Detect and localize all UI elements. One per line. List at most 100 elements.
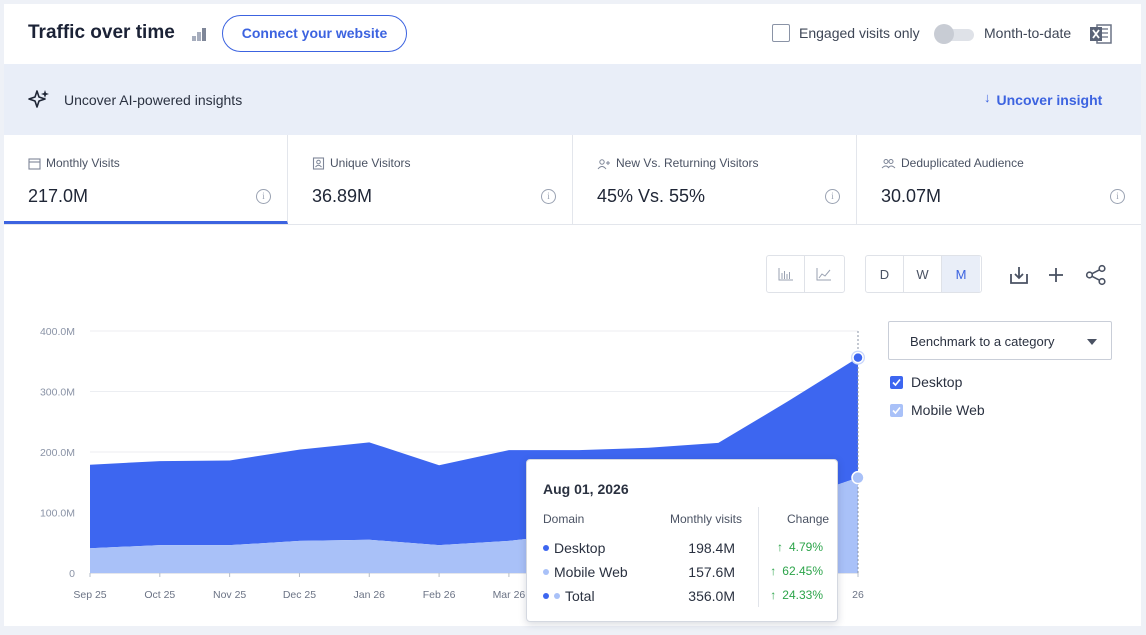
desktop-dot bbox=[543, 593, 549, 599]
kpi-value: 36.89M bbox=[312, 186, 373, 206]
tooltip-row-name: Total bbox=[565, 588, 595, 604]
ai-insight-banner: Uncover AI-powered insights ↓ Uncover ins… bbox=[4, 64, 1141, 135]
tab-monthly-visits[interactable]: Monthly Visits 217.0M i bbox=[4, 135, 288, 224]
kpi-label-wrap: Deduplicated Audience bbox=[881, 156, 1024, 170]
info-icon[interactable]: i bbox=[256, 189, 271, 204]
share-icon[interactable] bbox=[1085, 264, 1107, 286]
x-tick-label: Feb 26 bbox=[423, 589, 456, 601]
x-tick-label: Dec 25 bbox=[283, 589, 316, 601]
tab-deduplicated-audience[interactable]: Deduplicated Audience 30.07M i bbox=[857, 135, 1141, 224]
tab-unique-visitors[interactable]: Unique Visitors 36.89M i bbox=[288, 135, 573, 224]
kpi-label-wrap: Unique Visitors bbox=[312, 156, 410, 170]
audience-icon bbox=[881, 158, 896, 168]
benchmark-label: Benchmark to a category bbox=[910, 334, 1055, 349]
person-card-icon bbox=[312, 156, 325, 170]
legend-item-desktop[interactable]: Desktop bbox=[890, 374, 962, 390]
y-tick-label: 100.0M bbox=[40, 508, 75, 520]
kpi-label: Monthly Visits bbox=[46, 156, 120, 170]
y-tick-label: 0 bbox=[69, 568, 75, 580]
tooltip-row-name: Mobile Web bbox=[554, 564, 628, 580]
month-to-date-label: Month-to-date bbox=[984, 25, 1072, 41]
mobile-web-dot bbox=[554, 593, 560, 599]
engaged-visits-label: Engaged visits only bbox=[799, 25, 920, 41]
legend-label: Mobile Web bbox=[911, 402, 985, 418]
x-tick-label: Oct 25 bbox=[144, 589, 175, 601]
x-tick-label: Sep 25 bbox=[73, 589, 106, 601]
mobile-web-dot bbox=[543, 569, 549, 575]
tooltip-col-change: Change bbox=[787, 512, 830, 526]
engaged-visits-checkbox[interactable] bbox=[772, 24, 790, 42]
add-icon[interactable] bbox=[1045, 264, 1067, 286]
y-tick-label: 300.0M bbox=[40, 387, 75, 399]
kpi-value: 30.07M bbox=[881, 186, 942, 206]
x-tick-label: Jan 26 bbox=[354, 589, 386, 601]
desktop-dot bbox=[543, 545, 549, 551]
arrow-up-icon: ↑ bbox=[776, 540, 783, 554]
engaged-visits-toggle[interactable]: Engaged visits only bbox=[772, 24, 920, 42]
granularity-weekly-button[interactable]: W bbox=[904, 256, 942, 292]
calendar-icon bbox=[28, 157, 41, 170]
tooltip-col-domain: Domain bbox=[543, 512, 585, 526]
tooltip-row-change-value: 24.33% bbox=[782, 588, 823, 602]
checkbox-checked-icon[interactable] bbox=[890, 403, 903, 417]
bar-chart-button[interactable] bbox=[767, 256, 805, 292]
kpi-label-wrap: New Vs. Returning Visitors bbox=[597, 156, 759, 170]
tooltip-row-value: 157.6M bbox=[688, 564, 735, 580]
chart-tooltip: Aug 01, 2026 Domain Monthly visits Chang… bbox=[526, 459, 838, 622]
tooltip-row-name: Desktop bbox=[554, 540, 606, 556]
uncover-insight-label: Uncover insight bbox=[996, 92, 1103, 108]
info-icon[interactable]: i bbox=[541, 189, 556, 204]
excel-export-icon[interactable] bbox=[1089, 22, 1113, 46]
tooltip-row-change-value: 4.79% bbox=[788, 540, 823, 554]
x-tick-label: Nov 25 bbox=[213, 589, 246, 601]
kpi-label: New Vs. Returning Visitors bbox=[616, 156, 759, 170]
kpi-value: 217.0M bbox=[28, 186, 89, 206]
tooltip-row-total: Total 356.0M ↑ 24.33% bbox=[543, 588, 831, 608]
tooltip-row-change-value: 62.45% bbox=[782, 564, 823, 578]
kpi-label: Deduplicated Audience bbox=[901, 156, 1024, 170]
connect-website-button[interactable]: Connect your website bbox=[222, 15, 407, 52]
tooltip-row-mobile-web: Mobile Web 157.6M ↑ 62.45% bbox=[543, 564, 831, 584]
add-user-icon bbox=[597, 158, 610, 169]
benchmark-dropdown[interactable]: Benchmark to a category bbox=[888, 321, 1112, 360]
tooltip-row-name-wrap: Mobile Web bbox=[543, 564, 628, 580]
desktop-point bbox=[852, 351, 864, 364]
month-to-date-switch[interactable] bbox=[934, 24, 974, 44]
info-icon[interactable]: i bbox=[825, 189, 840, 204]
tooltip-row-change: ↑ 62.45% bbox=[770, 564, 823, 578]
tooltip-row-name-wrap: Desktop bbox=[543, 540, 605, 556]
x-tick-label: Mar 26 bbox=[493, 589, 526, 601]
line-chart-button[interactable] bbox=[805, 256, 843, 292]
tab-new-vs-returning[interactable]: New Vs. Returning Visitors 45% Vs. 55% i bbox=[573, 135, 857, 224]
header: Traffic over time Connect your website E… bbox=[4, 4, 1141, 64]
chart-marks bbox=[851, 350, 865, 485]
tooltip-row-change: ↑ 24.33% bbox=[770, 588, 823, 602]
insight-text: Uncover AI-powered insights bbox=[64, 92, 243, 108]
legend-label: Desktop bbox=[911, 374, 963, 390]
chart-axes: 0 100.0M 200.0M 300.0M 400.0M Sep 25 Oct 25 Nov… bbox=[40, 326, 864, 601]
bar-chart-icon bbox=[778, 268, 793, 281]
x-tick-label: 26 bbox=[852, 589, 864, 601]
granularity-daily-button[interactable]: D bbox=[866, 256, 904, 292]
uncover-insight-link[interactable]: ↓ Uncover insight bbox=[984, 90, 1103, 108]
download-icon[interactable] bbox=[1008, 264, 1030, 286]
tooltip-row-desktop: Desktop 198.4M ↑ 4.79% bbox=[543, 540, 831, 560]
sparkle-icon bbox=[28, 90, 49, 108]
tooltip-col-visits: Monthly visits bbox=[670, 512, 743, 526]
granularity-toggle: D W M bbox=[865, 255, 982, 293]
arrow-up-icon: ↑ bbox=[770, 564, 777, 578]
arrow-up-icon: ↑ bbox=[770, 588, 777, 602]
legend-item-mobile-web[interactable]: Mobile Web bbox=[890, 402, 985, 418]
page-title: Traffic over time bbox=[28, 22, 175, 43]
info-icon[interactable]: i bbox=[1110, 189, 1125, 204]
kpi-tabs: Monthly Visits 217.0M i Unique Visitors … bbox=[4, 135, 1141, 225]
kpi-value: 45% Vs. 55% bbox=[597, 186, 706, 206]
line-chart-icon bbox=[816, 268, 831, 281]
checkbox-checked-icon[interactable] bbox=[890, 375, 903, 389]
tooltip-row-value: 198.4M bbox=[688, 540, 735, 556]
kpi-label-wrap: Monthly Visits bbox=[28, 156, 120, 170]
chart-type-toggle bbox=[766, 255, 845, 293]
caret-down-icon bbox=[1087, 339, 1097, 345]
granularity-monthly-button[interactable]: M bbox=[942, 256, 980, 292]
tooltip-row-name-wrap: Total bbox=[543, 588, 595, 604]
